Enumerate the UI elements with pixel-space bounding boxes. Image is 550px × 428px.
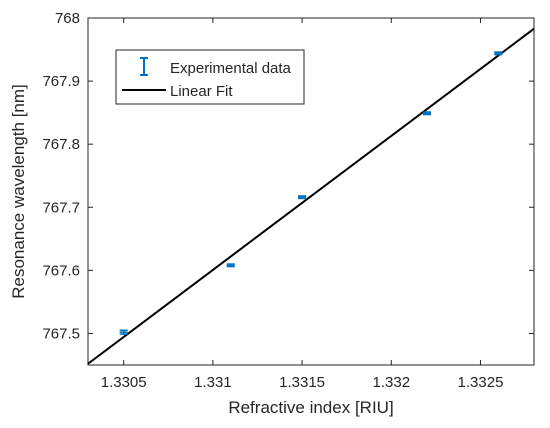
legend-label-experimental: Experimental data bbox=[170, 60, 292, 77]
y-axis-label: Resonance wavelength [nm] bbox=[9, 84, 28, 299]
y-tick-label: 767.6 bbox=[42, 262, 80, 279]
data-point bbox=[298, 195, 307, 200]
legend: Experimental data Linear Fit bbox=[115, 49, 305, 105]
x-tick-label: 1.3315 bbox=[279, 374, 325, 391]
ticks-layer: 1.3305 1.331 1.3315 1.332 1.3325 767.5 767.6 76… bbox=[42, 10, 534, 391]
points-layer bbox=[119, 51, 503, 335]
y-tick-label: 768 bbox=[55, 10, 80, 27]
x-axis-label: Refractive index [RIU] bbox=[228, 398, 393, 417]
x-tick-label: 1.3325 bbox=[458, 374, 504, 391]
y-tick-label: 767.9 bbox=[42, 73, 80, 90]
data-point bbox=[119, 329, 128, 335]
errorbar-icon bbox=[140, 57, 148, 76]
x-tick-label: 1.332 bbox=[373, 374, 411, 391]
fit-layer bbox=[87, 27, 535, 365]
data-point bbox=[226, 263, 235, 268]
legend-label-linear-fit: Linear Fit bbox=[170, 83, 233, 100]
y-tick-label: 767.8 bbox=[42, 136, 80, 153]
x-tick-label: 1.3305 bbox=[101, 374, 147, 391]
data-point bbox=[422, 111, 431, 116]
data-point bbox=[494, 51, 503, 56]
x-tick-label: 1.331 bbox=[194, 374, 232, 391]
linear-fit-line bbox=[87, 27, 535, 365]
y-tick-label: 767.5 bbox=[42, 325, 80, 342]
y-tick-label: 767.7 bbox=[42, 199, 80, 216]
